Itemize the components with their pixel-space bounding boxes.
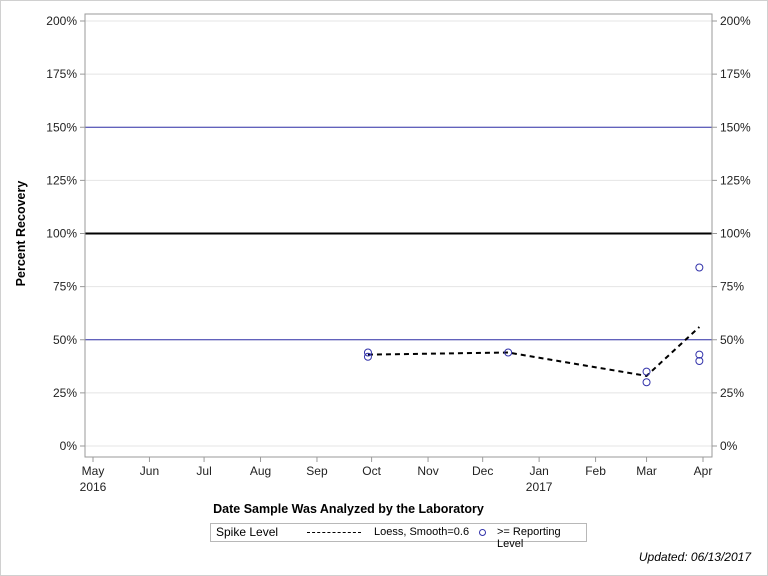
y-tick-label-right: 125% [720, 173, 751, 187]
y-tick-label-left: 200% [46, 14, 77, 28]
y-tick-label-right: 75% [720, 280, 744, 294]
y-tick-label-left: 175% [46, 67, 77, 81]
legend-marker-label: >= Reporting Level [497, 526, 561, 550]
data-point-marker [695, 357, 704, 365]
x-tick-label: Nov [417, 464, 438, 478]
data-point-marker [363, 352, 372, 361]
y-tick-label-left: 125% [46, 173, 77, 187]
y-tick-label-left: 0% [60, 439, 78, 453]
data-point-marker [695, 350, 704, 359]
x-tick-label: Oct [362, 464, 381, 478]
loess-line-swatch-icon [307, 532, 361, 533]
data-point-marker [642, 367, 651, 376]
legend-loess-label: Loess, Smooth=0.6 [374, 526, 470, 538]
chart-legend: Spike Level Loess, Smooth=0.6 >= Reporti… [210, 523, 587, 550]
y-tick-label-left: 25% [53, 386, 77, 400]
plot-area-border [84, 13, 713, 458]
y-tick-label-left: 100% [46, 227, 77, 241]
x-tick-label: May [82, 464, 105, 478]
y-tick-label-right: 50% [720, 333, 744, 347]
updated-footnote: Updated: 06/13/2017 [638, 550, 751, 564]
x-tick-label: Apr [694, 464, 713, 478]
x-tick-label: Jan [529, 464, 548, 478]
y-tick-label-right: 150% [720, 120, 751, 134]
y-axis-title: Percent Recovery [14, 181, 28, 287]
x-tick-label: Mar [636, 464, 657, 478]
x-tick-label: Aug [250, 464, 271, 478]
x-tick-label: Feb [585, 464, 606, 478]
x-tick-label: Sep [306, 464, 328, 478]
x-tick-label: Dec [472, 464, 493, 478]
x-tick-year-label: 2017 [526, 480, 553, 494]
y-tick-label-right: 0% [720, 439, 738, 453]
data-point-marker [695, 263, 704, 272]
x-axis-title: Date Sample Was Analyzed by the Laborato… [213, 502, 484, 516]
circle-marker-icon [479, 529, 486, 536]
y-tick-label-left: 150% [46, 120, 77, 134]
y-tick-label-left: 75% [53, 280, 77, 294]
x-tick-year-label: 2016 [80, 480, 107, 494]
y-tick-label-right: 200% [720, 14, 751, 28]
x-tick-label: Jun [140, 464, 159, 478]
y-tick-label-right: 175% [720, 67, 751, 81]
y-tick-label-right: 25% [720, 386, 744, 400]
data-point-marker [504, 348, 513, 357]
x-tick-label: Jul [196, 464, 211, 478]
data-point-marker [363, 348, 372, 357]
y-tick-label-left: 50% [53, 333, 77, 347]
data-point-marker [642, 378, 651, 387]
loess-line [367, 326, 701, 377]
legend-title: Spike Level [216, 525, 279, 539]
y-tick-label-right: 100% [720, 227, 751, 241]
